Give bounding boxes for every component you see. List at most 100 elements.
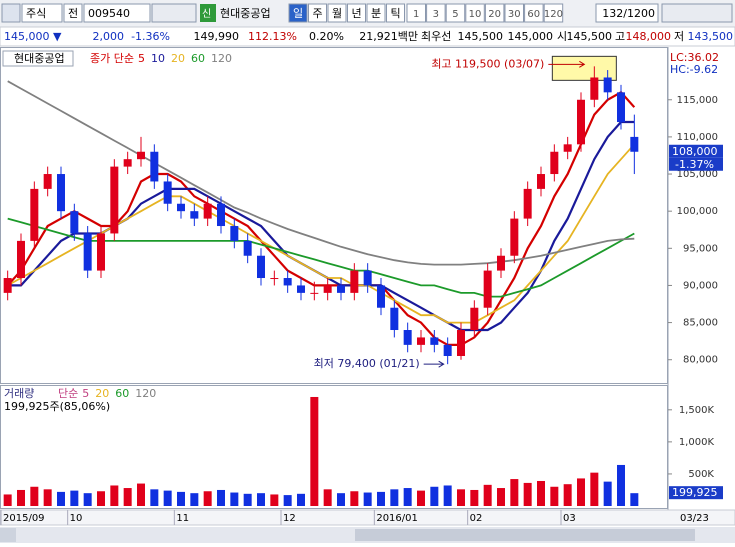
period-label: 일 [293,6,303,20]
candle-body [577,99,585,145]
volume-bar [83,493,92,506]
volume-bar [617,464,625,506]
interval-button[interactable] [445,3,466,23]
low-annotation: 최저 79,400 (01/21) [314,357,420,370]
market: 주식 [26,7,46,20]
candle-body [230,226,239,241]
period-button[interactable] [327,3,347,23]
candle-body [563,144,572,152]
scroll-thumb[interactable] [355,529,695,541]
period-button[interactable] [288,3,308,23]
period-label: 주 [312,7,322,20]
interval-button[interactable] [524,3,544,23]
tool-icons[interactable] [661,3,733,23]
y-tick-label: 115,000 [677,95,718,106]
volume-bar [417,490,425,506]
candle-body [297,285,305,293]
last-volume-label: 199,925 [672,486,718,499]
volume-bar [603,481,612,506]
period-button[interactable] [347,3,366,23]
interval-label: 60 [527,9,540,20]
volume-bar [430,486,439,506]
volume-bar [323,489,332,506]
legend-entry: 120 [211,52,232,65]
moving-average [7,80,635,266]
candle-body [630,136,639,152]
volume-bar [470,489,479,506]
interval-button[interactable] [426,3,446,23]
candle-body [3,278,12,293]
interval-button[interactable] [406,3,426,23]
x-tick-label: 11 [176,513,189,524]
high-annotation: 최고 119,500 (03/07) [431,57,544,70]
interval-button[interactable] [543,3,564,23]
volume-bar [563,484,572,506]
last-volume-box [669,486,723,500]
open: 145,500 [567,30,613,43]
volume-bar [217,489,225,506]
legend-entry: 60 [191,52,205,65]
candle-body [457,330,465,357]
x-tick-label: 02 [470,513,483,524]
interval-button[interactable] [484,3,505,23]
volume-bar [350,491,359,506]
lc-label: LC:36.02 [670,51,719,64]
high-highlight [551,55,617,81]
hc-label: HC:-9.62 [670,63,718,76]
volume-bar [630,493,639,506]
count-box[interactable] [595,3,659,23]
volume-bar [283,495,292,506]
code: 009540 [88,7,130,20]
volume-bar [30,486,39,506]
legend-entry: 5 [138,52,145,65]
volume-bar [457,489,465,506]
volume-bar [230,492,239,506]
candle-body [123,159,132,167]
interval-label: 30 [508,9,521,20]
nav-buttons[interactable] [151,3,197,23]
candle-body [43,174,52,189]
volume-bar [57,491,65,506]
period-label: 분 [371,7,381,20]
candle-body [243,240,252,256]
interval-button[interactable] [465,3,485,23]
chart-title: 현대중공업 [14,52,65,65]
high-label: 고 [615,30,625,43]
volume-title: 거래량 [4,387,34,400]
candle-body [323,285,332,293]
candle-body [430,337,439,345]
x-tick-label: 2015/09 [3,513,45,524]
volume-y-tick-label: 1,500K [679,405,715,416]
period-button[interactable] [366,3,386,23]
interval-button[interactable] [504,3,524,23]
quote-row [0,26,735,47]
open-label: 시 [557,30,567,43]
scroll-left[interactable] [0,528,16,542]
volume-bar [483,484,492,506]
candle-body [377,285,385,308]
candle-body [417,337,425,345]
legend-entry: 20 [171,52,185,65]
title-box [2,50,74,67]
candle-body [110,166,119,234]
period-button[interactable] [308,3,327,23]
candle-body [310,292,319,294]
menu-icon[interactable] [1,3,21,23]
volume-bar [110,485,119,506]
period-label: 월 [332,7,342,20]
volume-bar [377,491,385,506]
y-tick-label: 95,000 [683,243,718,254]
prefix-box[interactable] [63,3,83,23]
x-tick-label: 12 [283,513,296,524]
volume-bar [190,493,199,506]
volume-prev: 149,990 [194,30,240,43]
bid: 145,000 [508,30,554,43]
code-input[interactable] [83,3,151,23]
market-select[interactable] [21,3,63,23]
volume-bar [390,489,399,506]
candle-body [137,151,145,160]
volume-bar [310,396,319,506]
price-panel [0,47,668,384]
period-button[interactable] [386,3,405,23]
